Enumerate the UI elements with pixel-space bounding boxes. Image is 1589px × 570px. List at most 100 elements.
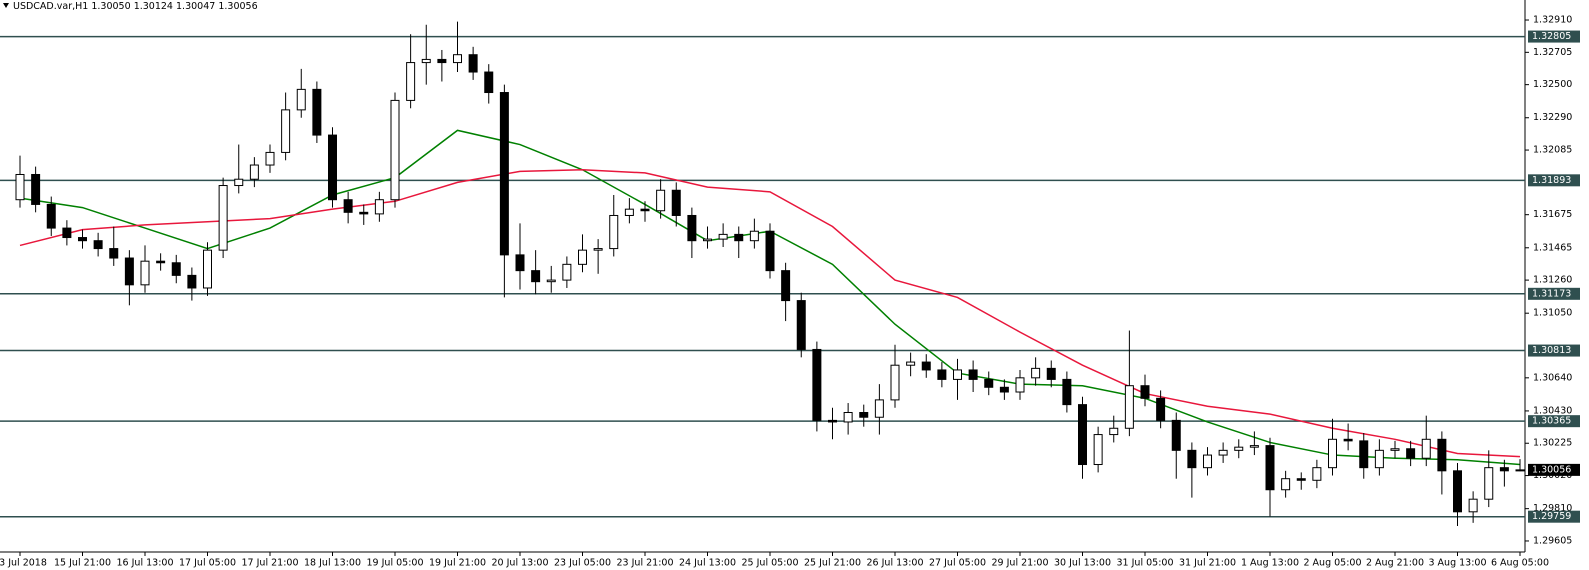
candle-body <box>828 419 837 423</box>
candle-body <box>31 173 41 205</box>
y-tick-label: 1.29605 <box>1533 535 1572 546</box>
x-tick-label: 30 Jul 13:00 <box>1054 558 1111 569</box>
candle-body <box>1374 449 1384 469</box>
candle-body <box>812 348 822 421</box>
candle-body <box>1109 427 1119 436</box>
candle-body <box>499 92 509 256</box>
candle-body <box>874 399 884 418</box>
moving-average <box>19 169 1521 458</box>
candle-body <box>312 88 322 136</box>
candle-body <box>468 54 478 73</box>
candle-body <box>359 211 369 215</box>
candle-body <box>1203 454 1212 469</box>
x-tick-label: 31 Jul 05:00 <box>1117 558 1174 569</box>
candle-body <box>1234 446 1244 451</box>
candle-body <box>390 99 400 201</box>
candle-body <box>1343 438 1353 442</box>
x-tick-label: 20 Jul 13:00 <box>492 558 549 569</box>
x-tick-label: 19 Jul 05:00 <box>367 558 424 569</box>
candle-body <box>624 208 634 216</box>
candle-body <box>546 279 556 283</box>
candle-body <box>1265 445 1275 491</box>
candle-body <box>968 369 978 380</box>
y-tick-label: 1.32705 <box>1533 47 1572 58</box>
y-tick-label: 1.31675 <box>1533 209 1572 220</box>
y-tick-label: 1.32085 <box>1533 145 1572 156</box>
y-tick-label: 1.30225 <box>1533 438 1572 449</box>
candle-body <box>46 203 56 229</box>
x-tick-label: 18 Jul 13:00 <box>304 558 361 569</box>
x-tick-label: 3 Aug 13:00 <box>1428 558 1486 569</box>
candle-body <box>703 238 712 242</box>
candle-body <box>1281 478 1291 491</box>
candle-body <box>1062 378 1072 406</box>
level-label: 1.29759 <box>1532 511 1571 522</box>
candle-body <box>1296 478 1306 481</box>
candle-body <box>15 173 25 201</box>
candle-body <box>1359 440 1369 469</box>
candle-body <box>999 386 1009 393</box>
y-tick-label: 1.31050 <box>1533 308 1572 319</box>
menu-arrow[interactable] <box>3 3 9 8</box>
level-label-bg <box>1528 344 1580 357</box>
level-label-bg <box>1528 415 1580 428</box>
candle-body <box>890 364 900 401</box>
candle-body <box>1421 438 1431 459</box>
candle-body <box>1468 498 1478 513</box>
candle-body <box>640 208 650 212</box>
level-label: 1.31173 <box>1532 288 1571 299</box>
x-tick-label: 29 Jul 21:00 <box>992 558 1049 569</box>
candle-body <box>859 412 869 418</box>
candle-body <box>593 248 603 251</box>
candle-body <box>953 369 962 380</box>
level-label: 1.30365 <box>1532 416 1571 427</box>
candle-body <box>515 254 525 272</box>
last-price-bg <box>1528 463 1580 476</box>
y-tick-label: 1.30640 <box>1533 372 1572 383</box>
candle-body <box>1406 448 1416 459</box>
x-tick-label: 25 Jul 21:00 <box>804 558 861 569</box>
candle-body <box>1437 438 1447 472</box>
x-tick-label: 13 Jul 2018 <box>0 558 47 569</box>
candle-body <box>1390 448 1400 451</box>
candle-body <box>171 262 181 276</box>
candle-body <box>140 260 150 286</box>
x-tick-label: 17 Jul 21:00 <box>242 558 299 569</box>
candle-body <box>718 233 728 240</box>
candle-body <box>265 151 275 166</box>
candle-body <box>187 274 197 289</box>
candle-body <box>421 58 431 64</box>
candle-body <box>1187 449 1197 469</box>
candle-body <box>281 109 291 153</box>
x-tick-label: 25 Jul 05:00 <box>742 558 799 569</box>
low-value: 1.30047 <box>176 1 215 12</box>
candle-body <box>109 248 119 259</box>
candle-body <box>406 62 416 101</box>
candle-body <box>656 189 666 212</box>
candle-body <box>531 270 541 283</box>
high-value: 1.30124 <box>134 1 173 12</box>
open-value: 1.30050 <box>91 1 130 12</box>
candle-body <box>671 189 681 216</box>
candle-body <box>296 88 306 111</box>
level-label: 1.31893 <box>1532 175 1571 186</box>
candle-body <box>578 249 587 265</box>
candle-body <box>1171 419 1181 451</box>
candle-body <box>1156 397 1166 421</box>
y-tick-label: 1.31260 <box>1533 275 1572 286</box>
candle-body <box>328 134 337 201</box>
chart-header: USDCAD.var,H1 1.30050 1.30124 1.30047 1.… <box>13 1 258 12</box>
candle-body <box>609 214 619 250</box>
y-tick-label: 1.29810 <box>1533 503 1572 514</box>
level-label: 1.30813 <box>1532 345 1571 356</box>
candle-body <box>1328 438 1337 469</box>
level-label-bg <box>1528 30 1580 43</box>
y-tick-label: 1.32500 <box>1533 79 1572 90</box>
x-tick-label: 17 Jul 05:00 <box>179 558 236 569</box>
candle-body <box>343 199 353 213</box>
candle-body <box>1140 385 1150 399</box>
close-value: 1.30056 <box>218 1 257 12</box>
candle-body <box>796 300 806 350</box>
candle-body <box>484 71 494 94</box>
